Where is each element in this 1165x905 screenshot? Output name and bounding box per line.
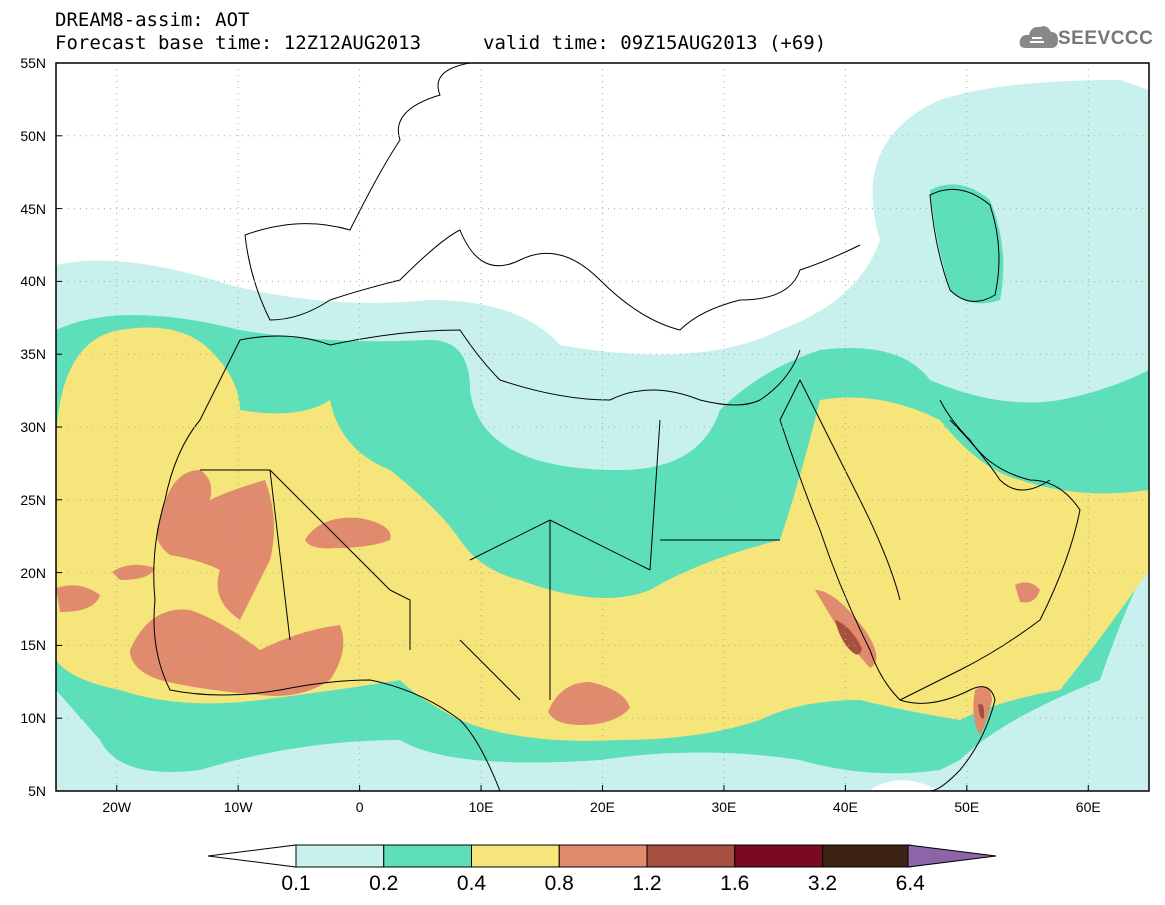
aot-contour-0.8-f — [548, 682, 630, 725]
colorbar-swatch — [822, 844, 911, 868]
colorbar-swatch — [734, 844, 823, 868]
lon-label: 30E — [711, 799, 737, 815]
colorbar-swatch — [558, 844, 648, 868]
lon-label: 60E — [1075, 799, 1101, 815]
coastlines — [153, 63, 1081, 791]
lat-label: 5N — [28, 783, 46, 799]
colorbar-over-arrow — [907, 844, 997, 868]
persian-gulf — [949, 419, 1051, 491]
red-sea — [779, 379, 901, 701]
aot-contour-0.8-b — [130, 609, 344, 696]
lon-label: 20E — [590, 799, 615, 815]
colorbar-swatch — [383, 844, 472, 868]
forecast-base-time: Forecast base time: 12Z12AUG2013 — [55, 32, 422, 54]
colorbar-label: 3.2 — [807, 872, 838, 895]
aot-contour-1.2-b — [978, 703, 985, 719]
aot-contour-0.8-a — [156, 470, 274, 620]
lat-label: 25N — [20, 491, 46, 508]
aot-contour-1.2 — [835, 620, 862, 655]
north-africa-coast — [239, 329, 801, 406]
colorbar-under-arrow — [207, 844, 297, 868]
west-africa-coast — [153, 339, 501, 791]
lon-label: 10W — [223, 799, 253, 815]
aot-contour-0.8-d — [56, 585, 100, 612]
lat-label: 35N — [20, 346, 46, 363]
lat-label: 10N — [20, 710, 46, 727]
lon-label: 20W — [102, 799, 132, 815]
colorbar — [207, 844, 997, 868]
lon-label: 0 — [355, 799, 364, 815]
lat-label: 50N — [20, 127, 46, 144]
aot-contour-0.8-h — [1015, 582, 1040, 603]
caspian — [929, 188, 1000, 302]
logo-text: SEEVCCC — [1058, 28, 1154, 49]
lat-label: 20N — [20, 564, 46, 581]
colorbar-label: 0.8 — [544, 872, 574, 895]
colorbar-swatch — [471, 844, 560, 868]
arabia-coast — [899, 399, 1081, 701]
lat-label: 40N — [20, 273, 46, 290]
lat-label: 45N — [20, 200, 46, 217]
aot-contour-0.8-c — [305, 517, 391, 549]
cloud-icon — [1019, 26, 1058, 48]
colorbar-label: 0.1 — [281, 872, 311, 895]
borders — [200, 379, 801, 701]
lat-label: 55N — [20, 55, 46, 71]
colorbar-swatch — [646, 844, 736, 868]
europe-coast — [244, 63, 861, 331]
chart-title: DREAM8-assim: AOT — [55, 9, 250, 31]
horn-africa — [899, 686, 996, 791]
colorbar-label: 1.2 — [632, 872, 662, 895]
lat-label: 30N — [20, 419, 46, 435]
lon-label: 10E — [468, 799, 494, 815]
colorbar-label: 0.2 — [369, 872, 399, 895]
axis-ticks — [56, 62, 1089, 792]
lon-label: 40E — [832, 799, 858, 815]
colorbar-swatch — [295, 844, 385, 868]
lon-label: 50E — [954, 799, 980, 815]
colorbar-label: 6.4 — [895, 872, 925, 895]
colorbar-label: 1.6 — [720, 872, 750, 895]
valid-time: valid time: 09Z15AUG2013 (+69) — [483, 32, 827, 54]
colorbar-label: 0.4 — [456, 872, 487, 895]
aot-contour-0.8-e — [112, 564, 155, 580]
lat-label: 15N — [20, 637, 46, 654]
